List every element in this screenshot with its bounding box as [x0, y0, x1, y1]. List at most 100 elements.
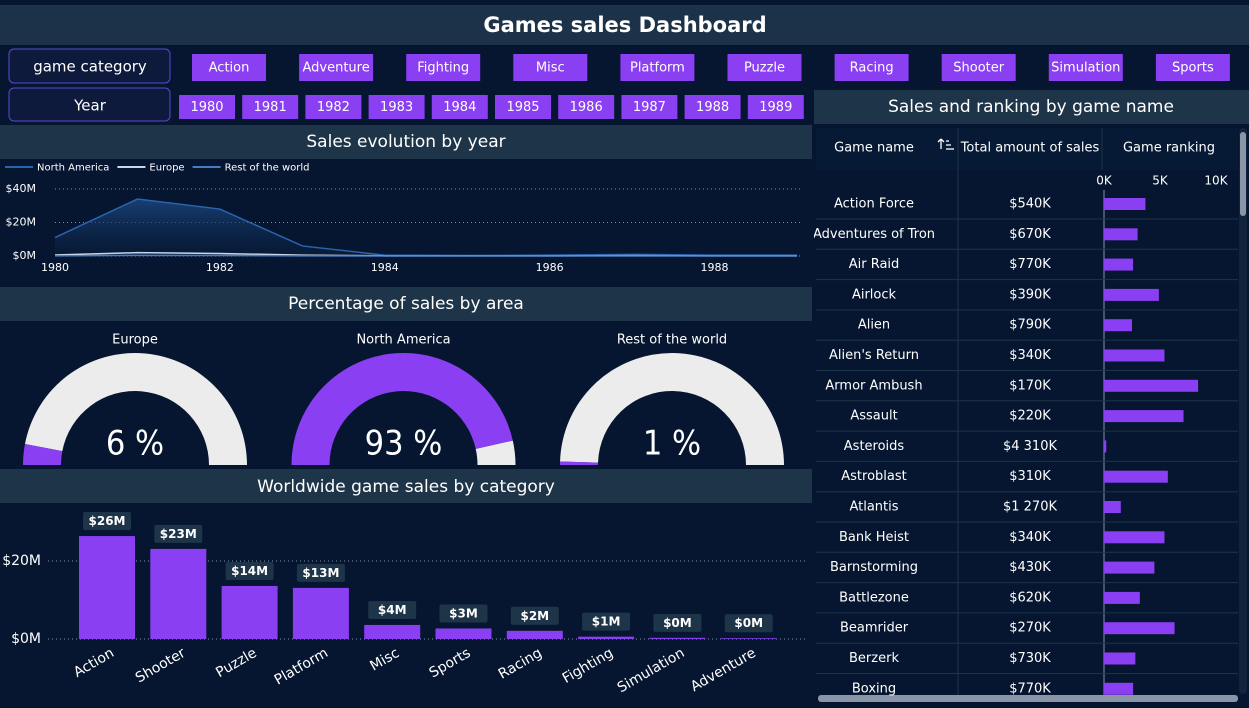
data-label-box — [439, 604, 488, 623]
year-filter-label-box — [8, 87, 171, 122]
bar — [720, 638, 777, 639]
gauge-label: Rest of the world — [617, 333, 727, 348]
category-button-label[interactable]: Platform — [630, 61, 685, 76]
year-button[interactable] — [179, 95, 235, 119]
ranking-bar — [1104, 198, 1146, 210]
area — [55, 199, 797, 256]
ranking-tick-label: 10K — [1204, 174, 1228, 188]
category-button[interactable] — [192, 54, 266, 81]
year-button-label[interactable]: 1983 — [380, 100, 413, 115]
category-button[interactable] — [727, 54, 802, 81]
game-sales: $790K — [1009, 318, 1051, 333]
game-sales: $270K — [1009, 621, 1051, 636]
year-button-label[interactable]: 1982 — [317, 100, 350, 115]
legend-label: Rest of the world — [225, 163, 310, 174]
y-tick-label: $40M — [6, 182, 37, 195]
year-button-label[interactable]: 1986 — [570, 100, 603, 115]
category-button[interactable] — [834, 54, 909, 81]
year-button-label[interactable]: 1981 — [254, 100, 287, 115]
game-name: Action Force — [834, 197, 914, 212]
data-label-box — [510, 606, 559, 625]
category-button[interactable] — [299, 54, 374, 81]
bar — [292, 587, 349, 639]
panel-title-bar — [0, 469, 812, 503]
category-button-label[interactable]: Simulation — [1051, 61, 1120, 76]
year-button[interactable] — [621, 95, 678, 119]
category-button-label[interactable]: Misc — [536, 61, 565, 76]
header-bar — [0, 5, 1249, 45]
category-button[interactable] — [1048, 54, 1123, 81]
bar — [79, 536, 135, 639]
data-label-box — [225, 561, 274, 580]
y-tick-label: $0M — [13, 249, 37, 262]
year-button-label[interactable]: 1988 — [696, 100, 729, 115]
panel-title: Sales and ranking by game name — [888, 97, 1174, 117]
ranking-tick-label: 5K — [1152, 174, 1169, 188]
data-label-box — [296, 563, 345, 582]
year-button[interactable] — [684, 95, 741, 119]
gauge-fill — [291, 352, 513, 465]
data-label: $0M — [734, 616, 763, 630]
year-button-label[interactable]: 1989 — [759, 100, 792, 115]
gauge-value: 6 % — [106, 424, 164, 464]
panel-title-bar — [0, 287, 812, 321]
game-name: Berzerk — [849, 651, 899, 666]
column-header[interactable]: Game name — [834, 141, 914, 156]
game-name: Astroblast — [841, 469, 906, 484]
category-filter-label-box — [8, 48, 171, 84]
gauge-track — [24, 352, 248, 465]
game-name: Asteroids — [844, 439, 905, 454]
gauge-fill — [560, 461, 599, 465]
data-label-box — [83, 512, 131, 531]
year-button-label[interactable]: 1985 — [506, 100, 539, 115]
ranking-tick-label: 0K — [1096, 174, 1113, 188]
game-name: Barnstorming — [830, 560, 918, 575]
legend-label: Europe — [149, 163, 184, 174]
ranking-bar — [1104, 622, 1175, 635]
horizontal-scrollbar[interactable] — [818, 695, 1238, 702]
column-header[interactable]: Total amount of sales — [960, 141, 1100, 156]
data-label: $2M — [520, 609, 549, 623]
table-body: Action Force $540K Adventures of Tron $670K… — [814, 190, 1238, 696]
game-sales: $340K — [1009, 348, 1051, 363]
column-header[interactable]: Game ranking — [1123, 141, 1215, 156]
x-tick-label: 1988 — [701, 261, 729, 274]
year-button-label[interactable]: 1980 — [190, 100, 223, 115]
category-button-label[interactable]: Adventure — [302, 61, 369, 76]
data-label-box — [653, 613, 702, 632]
category-button[interactable] — [941, 54, 1016, 81]
year-button[interactable] — [495, 95, 551, 119]
bar — [364, 624, 421, 639]
sort-icon[interactable] — [937, 138, 954, 150]
scrollbar-thumb[interactable] — [1240, 132, 1246, 216]
vertical-scrollbar[interactable] — [1239, 128, 1247, 694]
year-button-label[interactable]: 1987 — [633, 100, 666, 115]
data-label: $4M — [378, 603, 407, 617]
data-label: $14M — [231, 564, 268, 578]
year-filter-label: Year — [73, 97, 107, 115]
category-button-label[interactable]: Action — [209, 61, 250, 76]
category-button[interactable] — [1155, 54, 1230, 81]
game-sales: $310K — [1009, 469, 1051, 484]
category-button[interactable] — [620, 54, 695, 81]
dashboard-title: Games sales Dashboard — [483, 13, 766, 37]
game-sales: $730K — [1009, 651, 1051, 666]
y-tick-label: $20M — [6, 215, 37, 228]
year-button[interactable] — [558, 95, 615, 119]
year-button[interactable] — [242, 95, 299, 119]
category-button-label[interactable]: Fighting — [417, 61, 469, 76]
ranking-bar — [1104, 288, 1159, 301]
game-sales: $670K — [1009, 227, 1051, 242]
ranking-bar — [1104, 258, 1134, 271]
category-button[interactable] — [513, 54, 588, 81]
category-button-label[interactable]: Puzzle — [744, 61, 785, 76]
category-button-label[interactable]: Shooter — [953, 61, 1004, 76]
category-button[interactable] — [406, 54, 481, 81]
year-button[interactable] — [305, 95, 362, 119]
year-button-label[interactable]: 1984 — [443, 100, 476, 115]
year-button[interactable] — [747, 95, 804, 119]
category-button-label[interactable]: Sports — [1172, 61, 1214, 76]
year-button[interactable] — [431, 95, 488, 119]
year-button[interactable] — [368, 95, 425, 119]
category-button-label[interactable]: Racing — [850, 61, 894, 76]
